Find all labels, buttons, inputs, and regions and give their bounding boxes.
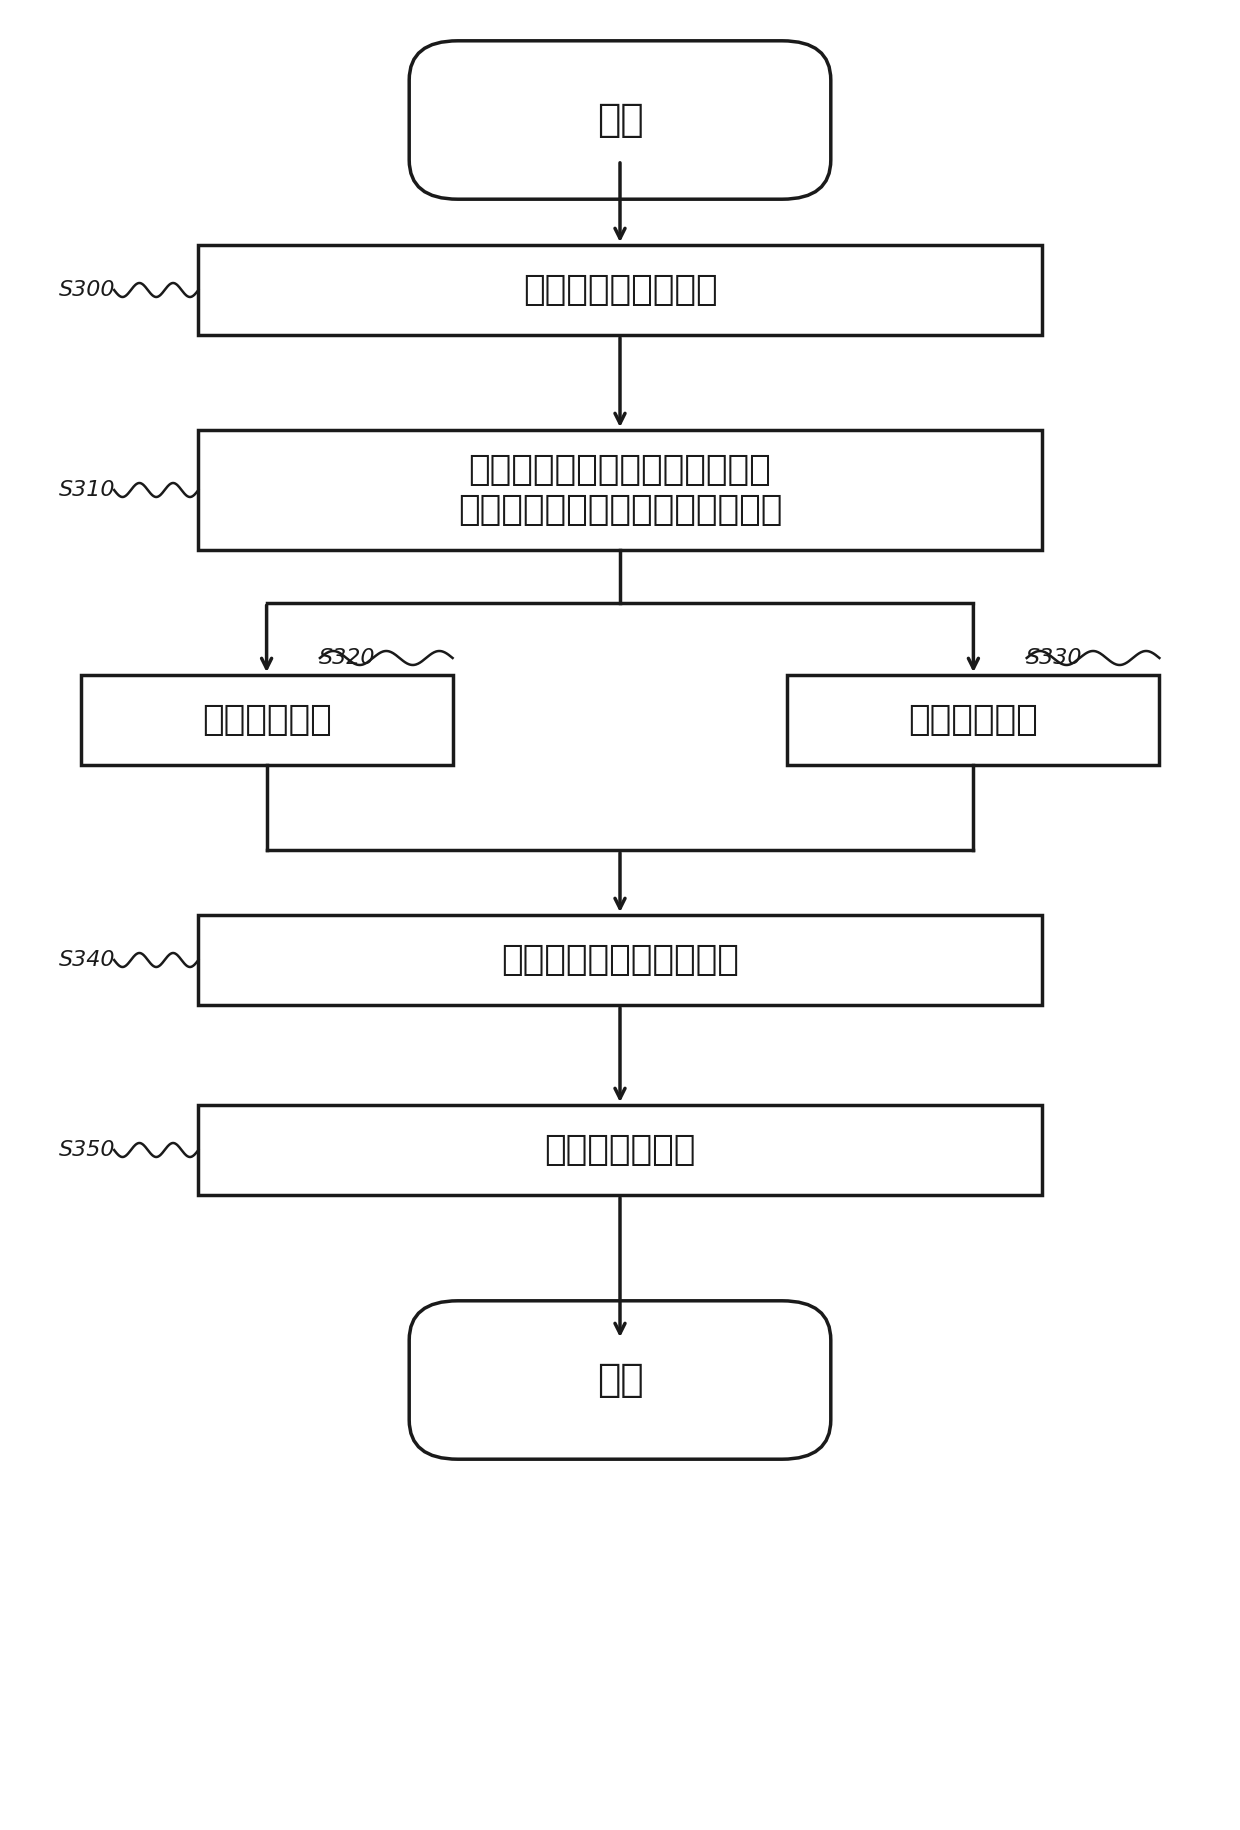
- Text: S320: S320: [319, 648, 376, 668]
- Text: S340: S340: [58, 950, 115, 970]
- Bar: [81, 675, 453, 765]
- Bar: [198, 1105, 1042, 1195]
- Text: 结束: 结束: [596, 1362, 644, 1398]
- Bar: [787, 675, 1159, 765]
- Text: S330: S330: [1025, 648, 1083, 668]
- Bar: [198, 245, 1042, 335]
- Text: S310: S310: [58, 479, 115, 500]
- Text: 获取第二信号: 获取第二信号: [909, 703, 1038, 737]
- Text: 开始: 开始: [596, 101, 644, 139]
- Text: 将白光照射在皮肤上: 将白光照射在皮肤上: [523, 273, 717, 307]
- Bar: [198, 430, 1042, 551]
- Text: S300: S300: [58, 280, 115, 300]
- Text: 从第一信号减去第二信号: 从第一信号减去第二信号: [501, 942, 739, 977]
- Text: 获取第一信号: 获取第一信号: [202, 703, 331, 737]
- FancyBboxPatch shape: [409, 1301, 831, 1459]
- Text: 计算准确血糖量: 计算准确血糖量: [544, 1133, 696, 1168]
- Text: 通过第一波长滤波器和第二波长
滤波器来过滤从皮肤上反射的白光: 通过第一波长滤波器和第二波长 滤波器来过滤从皮肤上反射的白光: [458, 454, 782, 527]
- Bar: [198, 915, 1042, 1005]
- Text: S350: S350: [58, 1140, 115, 1160]
- FancyBboxPatch shape: [409, 40, 831, 199]
